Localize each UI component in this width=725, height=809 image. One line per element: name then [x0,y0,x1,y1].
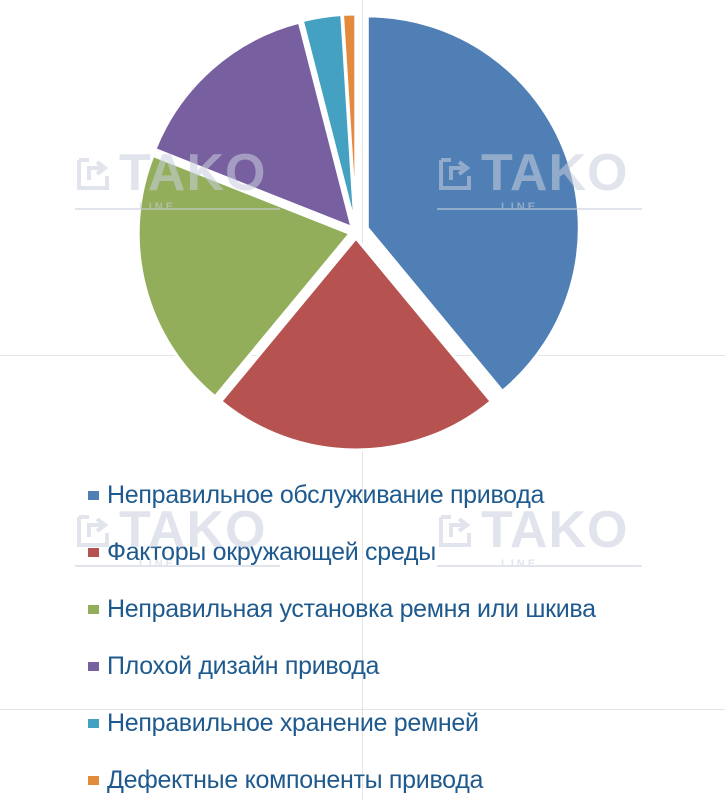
pie-slice [152,20,355,230]
legend-label: Неправильная установка ремня или шкива [107,595,596,623]
legend-swatch [88,719,99,728]
legend-item: Неправильная установка ремня или шкива [88,581,596,638]
gridline-horizontal [0,709,725,710]
legend-swatch [88,548,99,557]
legend-swatch [88,776,99,785]
legend-item: Неправильное обслуживание привода [88,467,596,524]
legend-label: Неправильное хранение ремней [107,709,479,737]
pie-chart [136,12,581,452]
pie-slice [340,12,358,227]
legend-item: Неправильное хранение ремней [88,695,596,752]
legend-item: Факторы окружающей среды [88,524,596,581]
pie-slice [365,14,581,394]
legend-item: Плохой дизайн привода [88,638,596,695]
legend-swatch [88,491,99,500]
pie-slice [218,235,494,452]
legend-swatch [88,662,99,671]
legend-label: Дефектные компоненты привода [107,766,484,794]
legend-label: Плохой дизайн привода [107,652,380,680]
legend-label: Факторы окружающей среды [107,538,436,566]
pie-slice [136,153,353,399]
legend-item: Дефектные компоненты привода [88,752,596,809]
chart-legend: Неправильное обслуживание привода Фактор… [88,467,596,809]
legend-label: Неправильное обслуживание привода [107,481,545,509]
legend-swatch [88,605,99,614]
